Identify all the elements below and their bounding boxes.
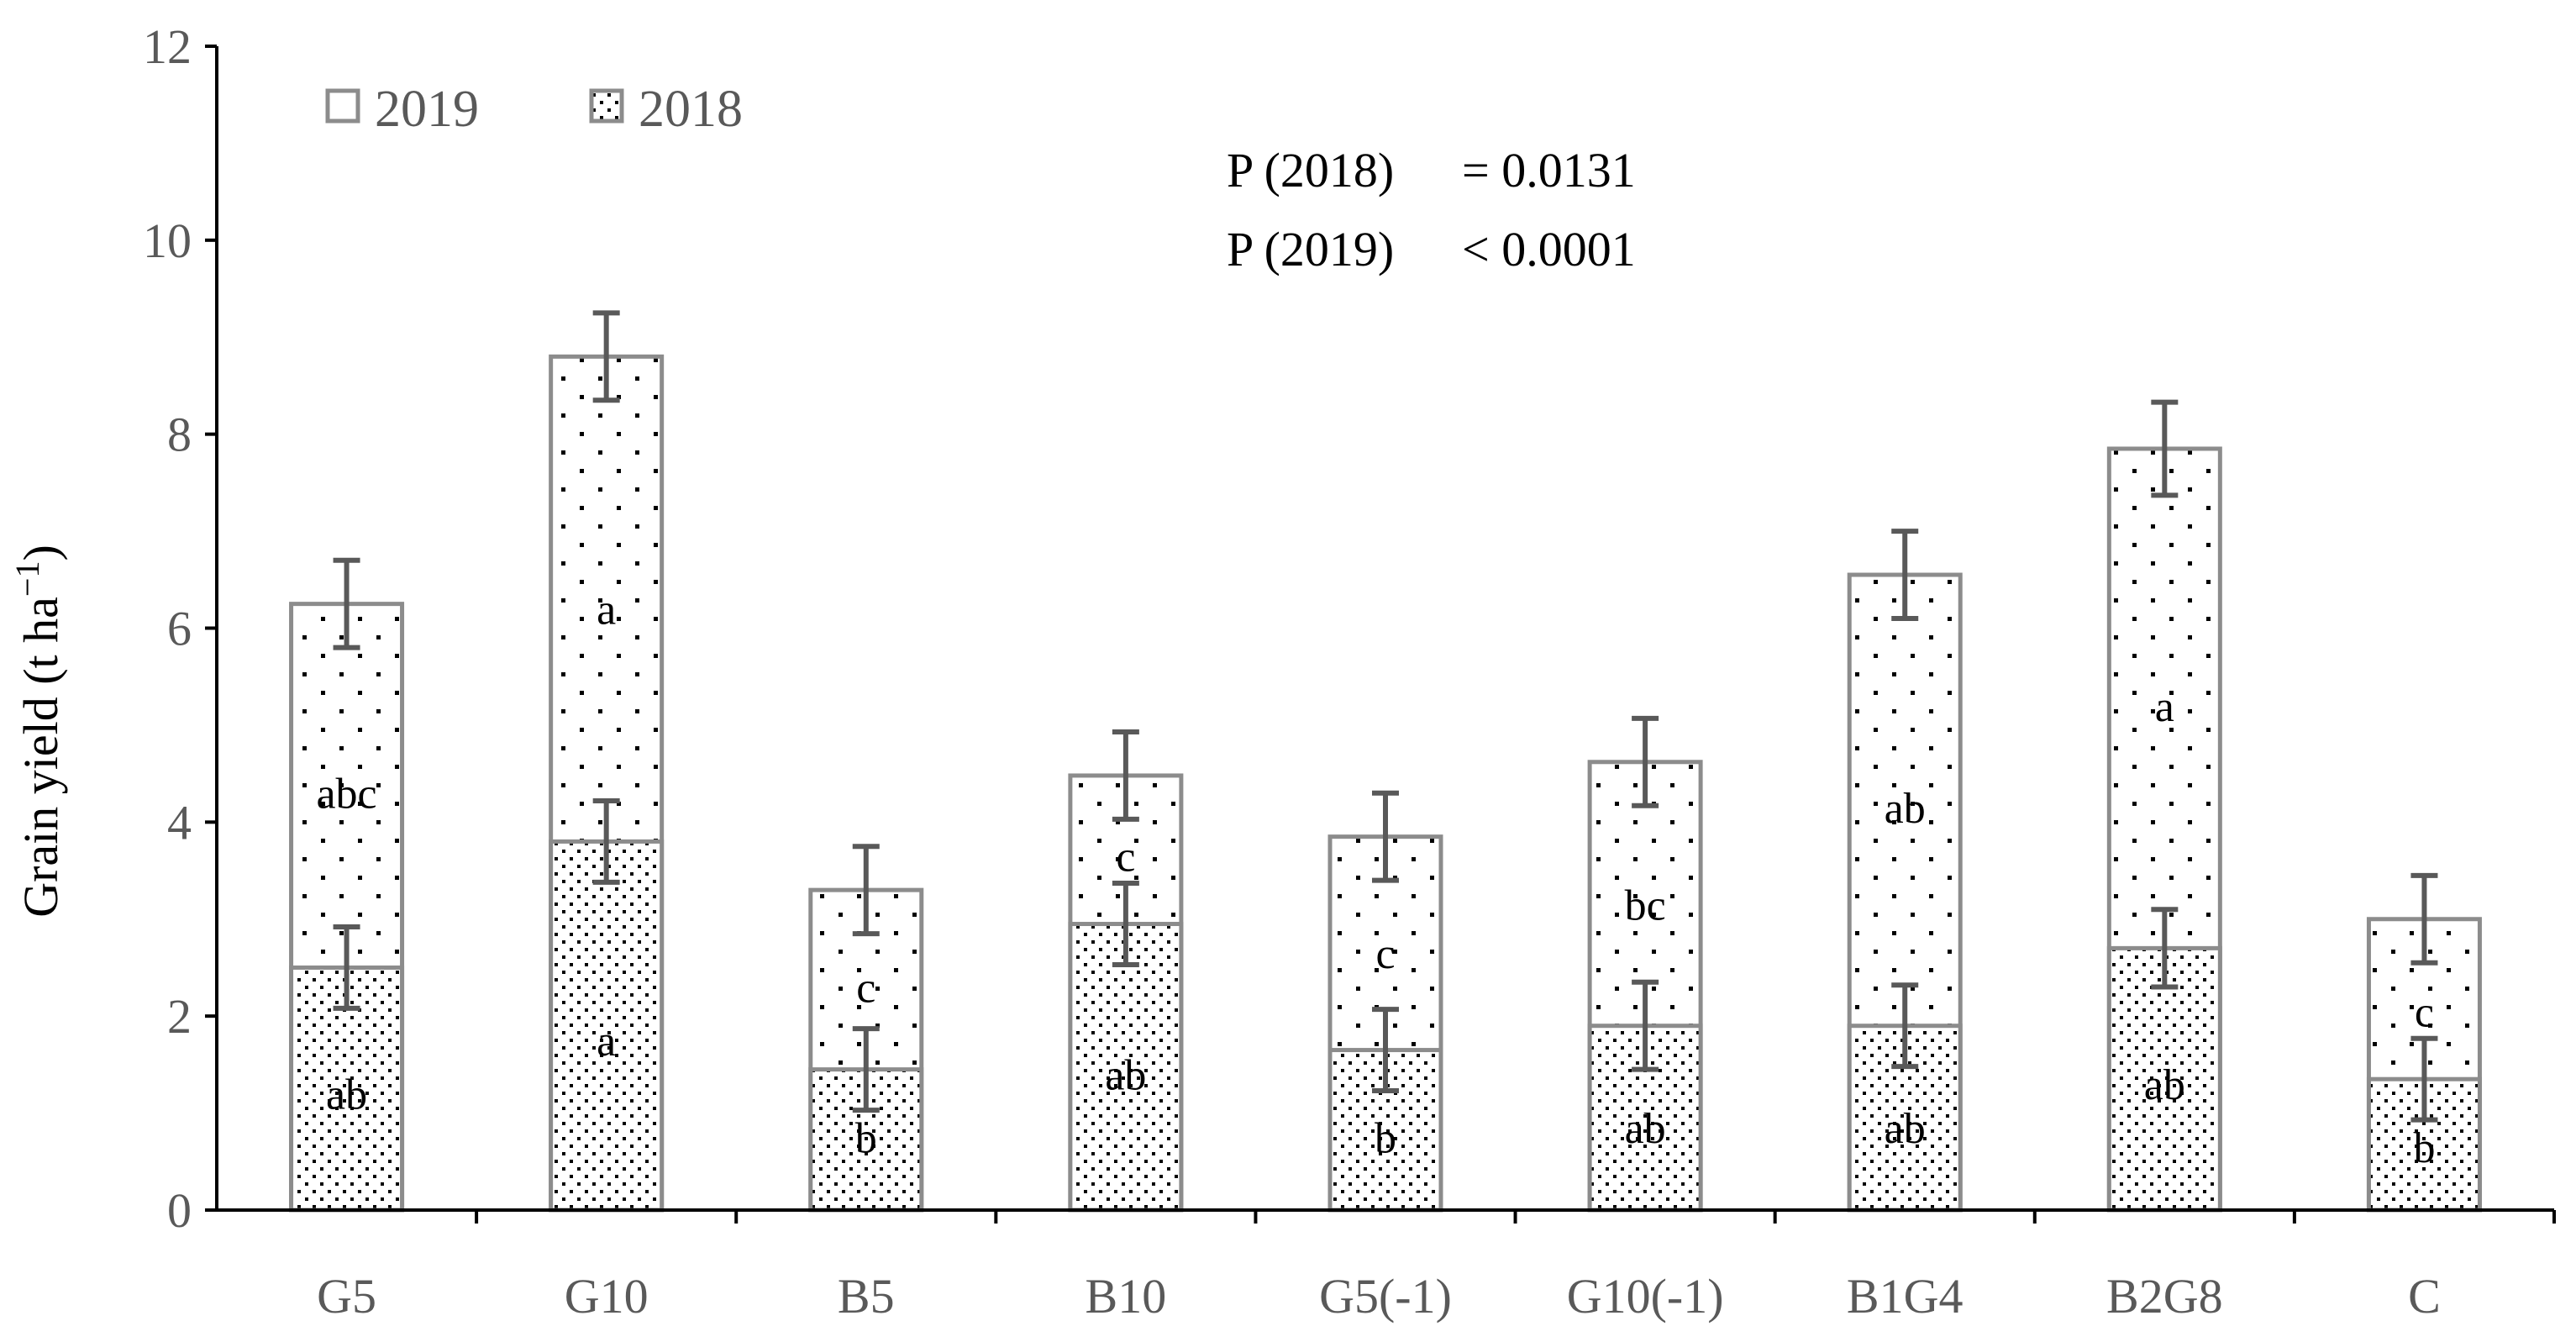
error-bar-2018-G10(-1)	[1632, 979, 1659, 1072]
error-bar-2018-B2G8	[2151, 907, 2179, 990]
sig-letter-2019-G10(-1): bc	[1625, 882, 1666, 929]
error-bar-2019-G5	[333, 557, 360, 650]
error-bar-2018-B5	[852, 1026, 880, 1113]
x-tick-label-G10(-1): G10(-1)	[1567, 1269, 1724, 1324]
legend-swatch-2019	[325, 88, 360, 124]
y-tick-label-8: 8	[167, 408, 192, 462]
x-tick-label-G5: G5	[317, 1269, 376, 1324]
x-tick-label-G10: G10	[565, 1269, 649, 1324]
p-value-2018-label: P (2018)	[1227, 143, 1394, 197]
x-tick-label-B1G4: B1G4	[1847, 1269, 1964, 1324]
bar-2018-G10	[549, 839, 665, 1213]
sig-letter-2018-B10: ab	[1105, 1051, 1146, 1099]
sig-letter-2018-G5(-1): b	[1375, 1114, 1396, 1162]
sig-letter-2018-B2G8: ab	[2144, 1061, 2185, 1109]
legend-swatch-2018	[589, 88, 624, 124]
x-tick-label-B5: B5	[838, 1269, 895, 1324]
y-tick-label-6: 6	[167, 602, 192, 656]
error-bar-2019-B10	[1112, 729, 1139, 822]
bar-2018-B2G8	[2106, 945, 2222, 1213]
x-tick-label-G5(-1): G5(-1)	[1319, 1269, 1452, 1324]
sig-letter-2018-C: b	[2413, 1124, 2435, 1172]
legend: 2019 2018	[325, 81, 743, 138]
y-tick-label-4: 4	[167, 795, 192, 850]
error-bar-2018-G10	[592, 797, 620, 885]
error-bar-2018-G5	[333, 924, 360, 1011]
sig-letter-2019-B2G8: a	[2155, 683, 2174, 731]
sig-letter-2019-C: c	[2415, 988, 2434, 1036]
sig-letter-2019-G10: a	[597, 586, 616, 634]
x-tick-label-B10: B10	[1086, 1269, 1167, 1324]
sig-letter-2018-G5: ab	[326, 1071, 367, 1119]
y-tick-label-2: 2	[167, 989, 192, 1044]
error-bar-2019-C	[2410, 872, 2438, 966]
error-bars-layer	[333, 310, 2438, 1123]
x-tick-label-B2G8: B2G8	[2106, 1269, 2223, 1324]
error-bar-2018-G5(-1)	[1372, 1007, 1399, 1094]
error-bar-2019-G5(-1)	[1372, 790, 1399, 883]
error-bar-2019-G10(-1)	[1632, 715, 1659, 808]
error-bar-2018-B1G4	[1891, 982, 1919, 1070]
p-value-2018-value: = 0.0131	[1462, 143, 1636, 197]
error-bar-2019-B5	[852, 844, 880, 937]
p-value-2019-value: < 0.0001	[1462, 222, 1636, 276]
error-bar-2019-B1G4	[1891, 529, 1919, 621]
legend-label-2018: 2018	[639, 81, 743, 138]
sig-letter-2018-G10(-1): ab	[1625, 1105, 1666, 1153]
p-value-2019-label: P (2019)	[1227, 222, 1394, 276]
error-bar-2018-B10	[1112, 881, 1139, 967]
y-tick-label-0: 0	[167, 1183, 192, 1238]
sig-letter-2019-B10: c	[1116, 834, 1135, 882]
sig-letter-2018-G10: a	[597, 1018, 616, 1066]
x-tick-label-C: C	[2408, 1269, 2441, 1324]
sig-letter-2018-B5: b	[855, 1114, 877, 1162]
sig-letter-2018-B1G4: ab	[1885, 1105, 1926, 1153]
sig-letter-2019-G5(-1): c	[1375, 930, 1395, 978]
y-axis-title: Grain yield (t ha−1)	[8, 545, 68, 918]
sig-letter-2019-G5: abc	[316, 771, 376, 818]
y-tick-label-10: 10	[143, 213, 192, 268]
sig-letter-2019-B5: c	[856, 965, 875, 1013]
error-bar-2018-C	[2410, 1035, 2438, 1123]
bar-2018-B10	[1068, 922, 1184, 1213]
legend-label-2019: 2019	[375, 81, 479, 138]
sig-letter-2019-B1G4: ab	[1885, 785, 1926, 833]
statistics-annotation: P (2018) = 0.0131 P (2019) < 0.0001	[1227, 143, 1636, 276]
axes-layer: G5 G10 B5 B10 G5(-1) G10(-1) B1G4 B2G8 C 0 2 4 6 8 10 1…	[143, 19, 2556, 1324]
error-bar-2019-B2G8	[2151, 399, 2179, 498]
error-bar-2019-G10	[592, 310, 620, 403]
y-tick-label-12: 12	[143, 19, 192, 74]
